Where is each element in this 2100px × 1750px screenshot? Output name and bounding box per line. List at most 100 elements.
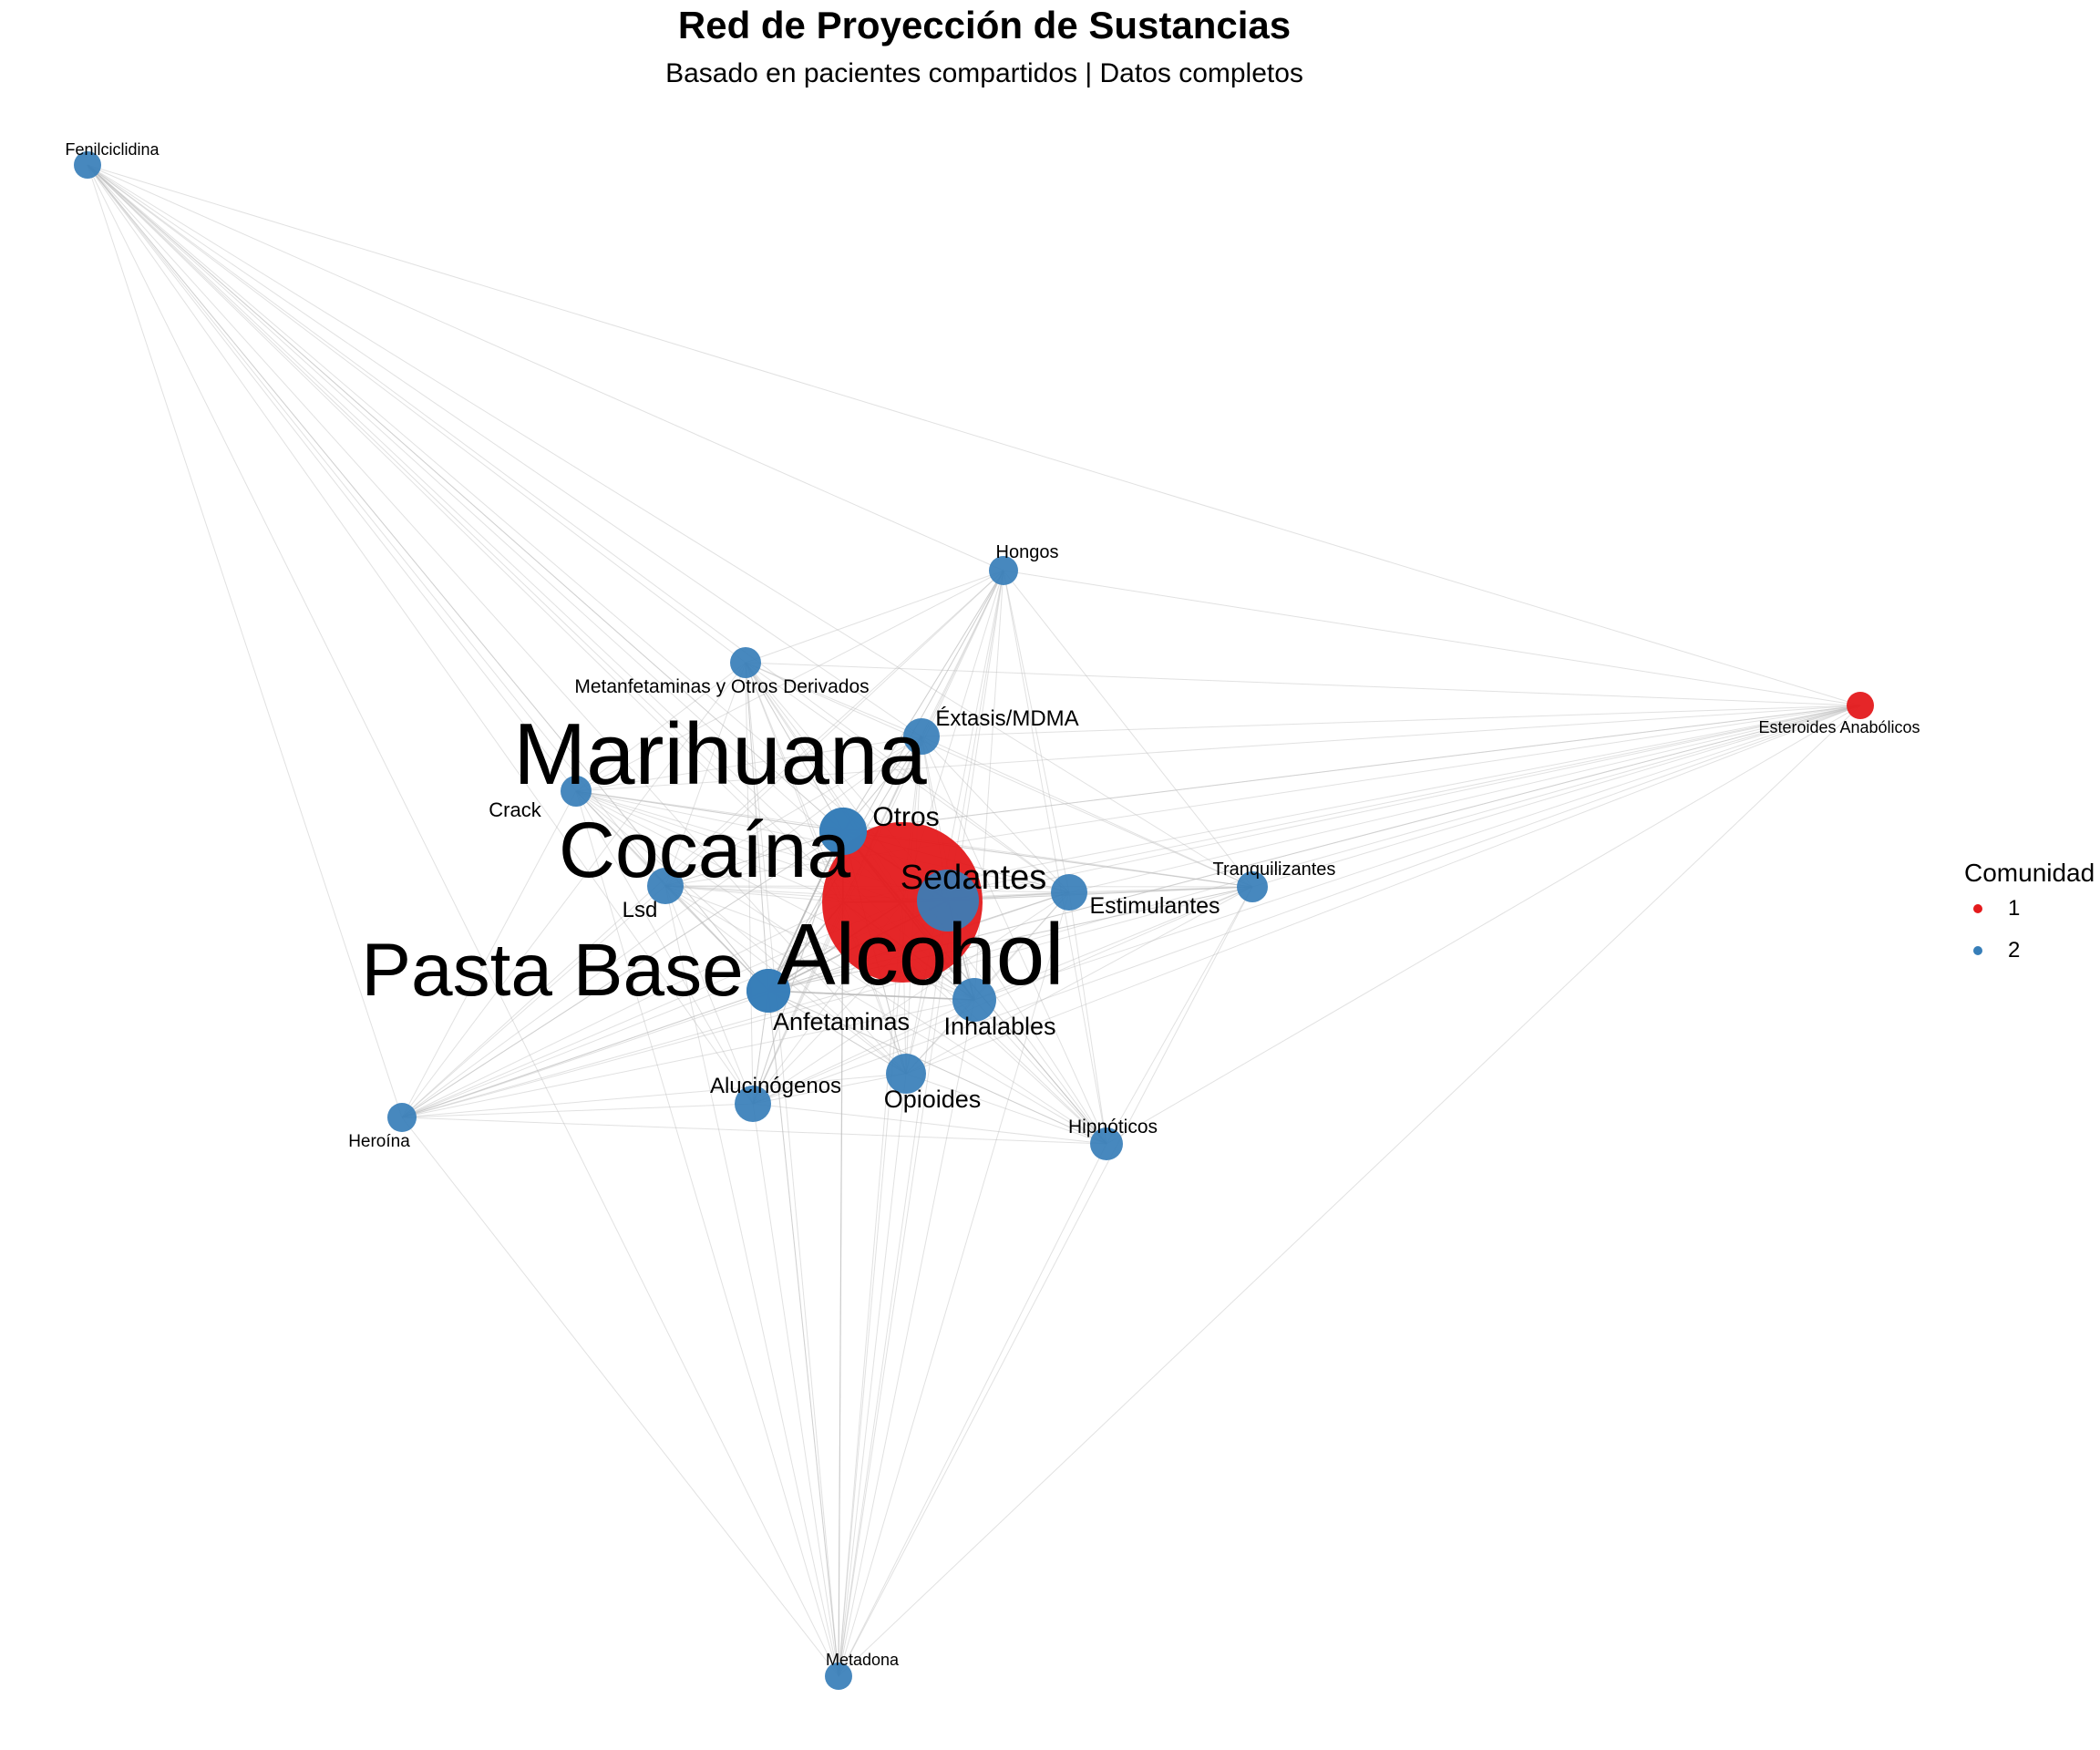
- edge-216: [1003, 570, 1253, 888]
- node-tranquilizantes: [1237, 871, 1268, 902]
- edge-196: [575, 790, 1107, 1145]
- legend-item-2: 2: [1973, 930, 2100, 972]
- edge-168: [664, 662, 746, 887]
- edge-56: [401, 830, 844, 1118]
- edge-142: [752, 1073, 907, 1105]
- node-label-1: Marihuana: [513, 705, 927, 803]
- edge-59: [842, 705, 1861, 832]
- edge-108: [87, 164, 844, 832]
- node-hongos: [989, 556, 1018, 585]
- edge-118: [745, 662, 769, 992]
- edge-225: [87, 164, 403, 1118]
- edge-215: [1106, 705, 1861, 1145]
- edge-114: [664, 885, 769, 992]
- edge-158: [1068, 891, 1107, 1145]
- edge-40: [842, 705, 1861, 903]
- legend-label-2: 2: [2008, 938, 2021, 962]
- edge-155: [921, 736, 1070, 893]
- node-label-9: Estimulantes: [1089, 893, 1220, 919]
- edge-207: [87, 164, 746, 664]
- edge-224: [1003, 570, 1861, 706]
- node-inhalables: [952, 978, 996, 1022]
- edge-99: [664, 830, 844, 887]
- edge-200: [87, 164, 577, 792]
- edge-102: [575, 790, 844, 832]
- edge-71: [767, 990, 1107, 1145]
- edge-136: [401, 999, 975, 1118]
- edge-188: [921, 736, 1107, 1145]
- edge-17: [401, 901, 903, 1118]
- edge-202: [575, 705, 1861, 792]
- edge-72: [767, 886, 1253, 992]
- edge-218: [87, 164, 1253, 888]
- edge-107: [401, 830, 844, 1118]
- edge-184: [752, 1103, 839, 1677]
- edge-19: [838, 901, 903, 1677]
- chart-subtitle: Basado en pacientes compartidos | Datos …: [665, 58, 1303, 88]
- edge-221: [401, 570, 1004, 1118]
- node-otros: [819, 808, 867, 855]
- node-alcohol: [822, 822, 983, 983]
- edge-217: [401, 886, 1253, 1118]
- edge-198: [575, 570, 1004, 792]
- edge-48: [664, 830, 844, 887]
- node-label-16: Tranquilizantes: [1213, 860, 1336, 880]
- node-label-12: Éxtasis/MDMA: [935, 706, 1078, 731]
- edge-211: [1003, 570, 1107, 1145]
- edge-33: [745, 662, 844, 903]
- edge-122: [401, 990, 769, 1118]
- node-fenilciclidina: [74, 151, 101, 179]
- edge-182: [401, 1103, 754, 1118]
- edge-112: [767, 990, 907, 1075]
- edge-151: [838, 1073, 907, 1677]
- legend: Comunidad 1 2: [1964, 859, 2100, 972]
- edge-52: [745, 662, 844, 832]
- node-hipnóticos: [1090, 1127, 1123, 1160]
- legend-title: Comunidad: [1964, 859, 2095, 887]
- edge-226: [401, 1117, 839, 1677]
- edge-177: [575, 790, 754, 1105]
- edge-205: [745, 570, 1004, 664]
- edge-70: [745, 662, 769, 992]
- edge-169: [664, 885, 1107, 1145]
- edge-189: [921, 736, 1253, 888]
- node-layer: [74, 151, 1874, 1690]
- edge-29: [664, 885, 844, 903]
- node-sedantes: [917, 870, 979, 932]
- edge-32: [575, 790, 844, 903]
- edge-167: [575, 790, 666, 887]
- node-label-13: Crack: [489, 798, 541, 821]
- edge-134: [973, 886, 1253, 1001]
- edge-147: [905, 886, 1253, 1075]
- node-label-17: Hongos: [996, 542, 1059, 562]
- node-label-8: Opioides: [884, 1086, 982, 1113]
- edge-213: [87, 164, 1107, 1145]
- edge-94: [947, 705, 1861, 901]
- edge-129: [752, 999, 975, 1105]
- node-label-18: Heroína: [348, 1132, 410, 1151]
- edge-165: [664, 885, 754, 1105]
- edge-103: [745, 662, 844, 832]
- node-label-19: Fenilciclidina: [65, 140, 160, 159]
- edge-144: [575, 790, 907, 1075]
- node-metadona: [825, 1662, 852, 1690]
- edge-162: [87, 164, 1070, 893]
- edge-219: [838, 886, 1253, 1677]
- edge-75: [87, 164, 769, 992]
- edge-88: [947, 900, 1107, 1145]
- edge-57: [87, 164, 844, 832]
- edge-145: [745, 662, 907, 1075]
- edge-186: [575, 736, 922, 792]
- edge-106: [842, 570, 1004, 832]
- edge-195: [575, 662, 746, 792]
- edge-39: [838, 901, 844, 1677]
- node-estimulantes: [1051, 874, 1087, 911]
- legend-label-1: 1: [2008, 896, 2021, 921]
- edge-66: [664, 885, 769, 992]
- edge-93: [838, 900, 949, 1677]
- edge-76: [767, 990, 839, 1677]
- node-label-20: Metadona: [826, 1651, 900, 1669]
- edge-194: [921, 705, 1861, 737]
- edge-199: [401, 790, 577, 1118]
- edge-180: [752, 886, 1253, 1105]
